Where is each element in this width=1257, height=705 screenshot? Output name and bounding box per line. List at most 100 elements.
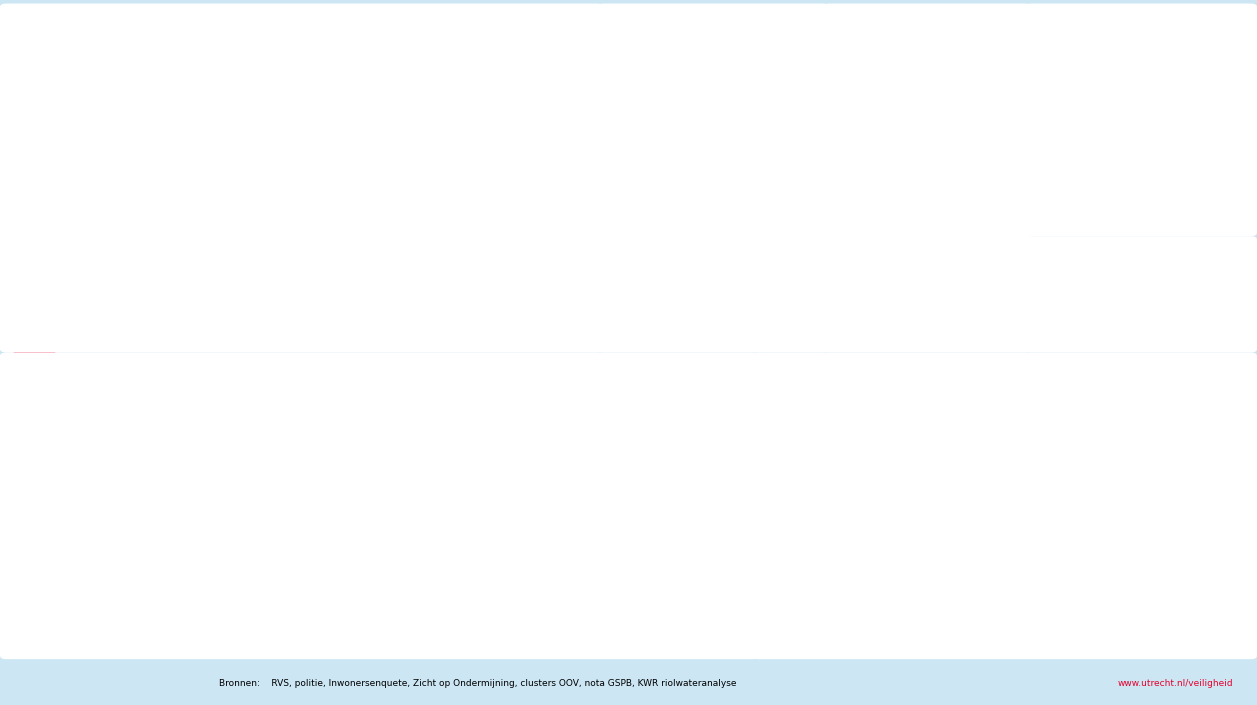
Text: 380: 380 <box>522 143 548 156</box>
Bar <box>605 505 620 582</box>
Text: flexibele camera's 2023: flexibele camera's 2023 <box>1185 317 1257 328</box>
Text: 75: 75 <box>1047 274 1070 293</box>
Text: 2023: 2023 <box>601 589 628 599</box>
Bar <box>611 11 636 51</box>
Text: 3042: 3042 <box>362 496 367 511</box>
Bar <box>666 507 681 582</box>
Text: 3: 3 <box>744 244 758 264</box>
Text: Digitale criminaliteit: Digitale criminaliteit <box>856 369 1033 384</box>
Text: Bestuurlijk
instrumentarium: Bestuurlijk instrumentarium <box>644 13 783 47</box>
Bar <box>527 507 543 582</box>
Bar <box>896 439 947 511</box>
Text: 3256: 3256 <box>671 491 676 506</box>
Text: 2020: 2020 <box>332 307 357 317</box>
Text: 2909: 2909 <box>548 498 553 514</box>
Circle shape <box>375 107 419 133</box>
Bar <box>1038 11 1084 37</box>
Text: Pandsluitingen: Pandsluitingen <box>669 65 757 75</box>
Circle shape <box>1192 563 1204 587</box>
Bar <box>202 541 217 582</box>
Bar <box>233 540 249 582</box>
Circle shape <box>513 107 557 133</box>
Text: 2552: 2552 <box>250 302 284 314</box>
Text: 258: 258 <box>1094 438 1112 448</box>
Text: 10: 10 <box>744 164 773 184</box>
Text: 388: 388 <box>314 241 341 255</box>
Bar <box>14 314 54 357</box>
Text: 166: 166 <box>821 460 840 470</box>
Bar <box>279 503 295 582</box>
Text: 2021: 2021 <box>372 589 401 599</box>
Text: 1902: 1902 <box>222 522 228 537</box>
Text: 3245: 3245 <box>532 491 537 506</box>
Text: 118: 118 <box>165 143 191 156</box>
Text: flexibele camera's 2022: flexibele camera's 2022 <box>1185 283 1257 293</box>
Text: Bronnen:    RVS, politie, Inwonersenquete, Zicht op Ondermijning, clusters OOV, : Bronnen: RVS, politie, Inwonersenquete, … <box>219 680 737 688</box>
Text: 1133: 1133 <box>997 582 1021 591</box>
Text: Geregistreerde
criminaliteit en overlast: Geregistreerde criminaliteit en overlast <box>69 319 275 352</box>
Text: Trendbreuk vanaf nov '22 vanwege nieuw systeem: Trendbreuk vanaf nov '22 vanwege nieuw s… <box>20 183 234 192</box>
Text: 3075: 3075 <box>347 495 352 510</box>
Bar <box>543 515 558 582</box>
Text: 16: 16 <box>1161 309 1184 326</box>
Text: 4941: 4941 <box>517 452 522 467</box>
Circle shape <box>444 107 488 133</box>
Text: Slim Melden: Slim Melden <box>20 200 79 210</box>
Bar <box>141 566 156 582</box>
Text: In 2023 is over gegaan op een nieuwe
manier van tellen van cases. Dit levert
een: In 2023 is over gegaan op een nieuwe man… <box>845 190 1021 237</box>
Bar <box>620 497 635 582</box>
Bar <box>806 571 851 642</box>
Text: 3450: 3450 <box>703 486 708 501</box>
Text: 6496: 6496 <box>502 416 507 431</box>
Text: 136: 136 <box>99 143 124 156</box>
Text: aangiftebereidheid: aangiftebereidheid <box>1129 388 1227 398</box>
Bar <box>388 489 403 582</box>
Text: 3666: 3666 <box>625 481 630 496</box>
Text: 2023: 2023 <box>1217 631 1241 642</box>
Text: Totaal aantal getrainde: Totaal aantal getrainde <box>851 137 980 147</box>
Text: 1221: 1221 <box>1087 577 1111 587</box>
Text: 2022: 2022 <box>470 307 495 317</box>
Bar <box>14 11 54 51</box>
Text: Demonstraties: Demonstraties <box>308 61 400 72</box>
Bar <box>465 560 480 582</box>
Text: 1277: 1277 <box>906 575 930 585</box>
Text: 2020: 2020 <box>1217 539 1241 548</box>
Text: Signalen: Signalen <box>20 264 62 274</box>
Bar <box>590 522 605 582</box>
Text: 299: 299 <box>913 428 930 438</box>
Bar <box>187 536 202 582</box>
Circle shape <box>1192 624 1204 649</box>
Text: 393: 393 <box>453 241 479 255</box>
Text: Piketmeldingen: Piketmeldingen <box>308 170 405 180</box>
Text: vaste camera's 2022: vaste camera's 2022 <box>1080 283 1182 293</box>
Text: Polarisatie &
Radicalisering: Polarisatie & Radicalisering <box>876 14 988 45</box>
Circle shape <box>156 107 200 133</box>
Circle shape <box>398 591 502 596</box>
Circle shape <box>162 214 194 233</box>
Text: 394: 394 <box>522 241 548 255</box>
Text: Gedigitaliseerde criminaliteit: digitale fraude: Gedigitaliseerde criminaliteit: digitale… <box>776 517 1043 527</box>
Text: 350: 350 <box>383 241 410 255</box>
Circle shape <box>284 591 387 596</box>
Circle shape <box>162 276 194 294</box>
Bar <box>295 509 310 582</box>
Text: 445: 445 <box>314 143 341 156</box>
Text: 1739: 1739 <box>207 525 212 541</box>
Text: 1986: 1986 <box>192 520 197 535</box>
Text: 2022: 2022 <box>718 168 743 178</box>
Text: 2021: 2021 <box>401 307 425 317</box>
Text: 2023: 2023 <box>787 88 812 98</box>
Bar <box>217 538 233 582</box>
Text: 258: 258 <box>440 563 445 575</box>
Text: 2023: 2023 <box>787 168 812 178</box>
Text: 24: 24 <box>669 84 698 104</box>
Circle shape <box>375 205 419 231</box>
Circle shape <box>89 107 133 133</box>
Text: 2023: 2023 <box>779 248 803 258</box>
Bar <box>896 586 941 642</box>
Text: Cybercrime: Cybercrime <box>776 410 846 420</box>
Bar <box>512 468 527 582</box>
Bar <box>1077 449 1128 511</box>
Bar <box>109 563 124 582</box>
